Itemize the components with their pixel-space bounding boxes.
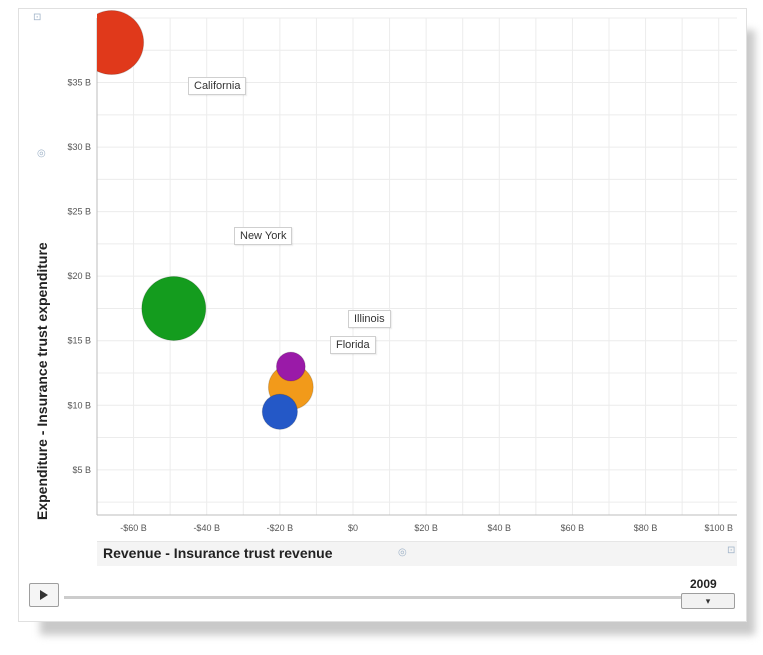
y-axis-label[interactable]: Expenditure - Insurance trust expenditur… — [34, 242, 50, 520]
play-button[interactable] — [29, 583, 59, 607]
x-tick-label: -$20 B — [267, 523, 294, 533]
bubble-new-york[interactable] — [141, 275, 207, 341]
y-tick-label: $10 B — [67, 400, 91, 410]
y-tick-label: $20 B — [67, 271, 91, 281]
x-tick-label: $40 B — [488, 523, 512, 533]
x-axis-bar — [97, 541, 737, 566]
x-tick-label: $0 — [348, 523, 358, 533]
x-tick-label: $20 B — [414, 523, 438, 533]
x-axis-label[interactable]: Revenue - Insurance trust revenue — [103, 545, 333, 561]
bubble-label-florida: Florida — [330, 336, 376, 354]
timeline-slider[interactable] — [64, 596, 734, 599]
y-tick-label: $5 B — [72, 465, 91, 475]
x-tick-label: $100 B — [704, 523, 733, 533]
y-tick-label: $30 B — [67, 142, 91, 152]
bubble-label-california: California — [188, 77, 247, 95]
bubble-label-illinois: Illinois — [348, 310, 391, 328]
x-tick-label: -$60 B — [120, 523, 147, 533]
y-tick-label: $25 B — [67, 207, 91, 217]
bubble-california[interactable] — [80, 10, 145, 76]
year-slider-handle[interactable]: ▾ — [681, 593, 735, 609]
axes — [96, 18, 737, 516]
x-tick-label: -$40 B — [193, 523, 220, 533]
tick-labels: -$60 B -$40 B -$20 B $0 $20 B $40 B $60 B $80 B… — [67, 78, 733, 533]
options-icon[interactable]: ⊡ — [727, 545, 736, 556]
zoom-icon[interactable]: ⊡ — [33, 12, 42, 23]
x-tick-label: $60 B — [561, 523, 585, 533]
y-axis-info-icon[interactable]: ◎ — [37, 148, 46, 159]
bubble-illinois[interactable] — [275, 351, 306, 382]
bubble-unlabeled[interactable] — [261, 393, 298, 430]
grid-lines — [96, 17, 737, 515]
year-label: 2009 — [690, 577, 717, 591]
x-axis-info-icon[interactable]: ◎ — [398, 547, 407, 558]
bubbles — [80, 10, 314, 430]
y-tick-label: $15 B — [67, 336, 91, 346]
bubble-label-new-york: New York — [234, 227, 293, 245]
y-tick-label: $35 B — [67, 78, 91, 88]
play-icon — [40, 590, 48, 600]
x-tick-label: $80 B — [634, 523, 658, 533]
